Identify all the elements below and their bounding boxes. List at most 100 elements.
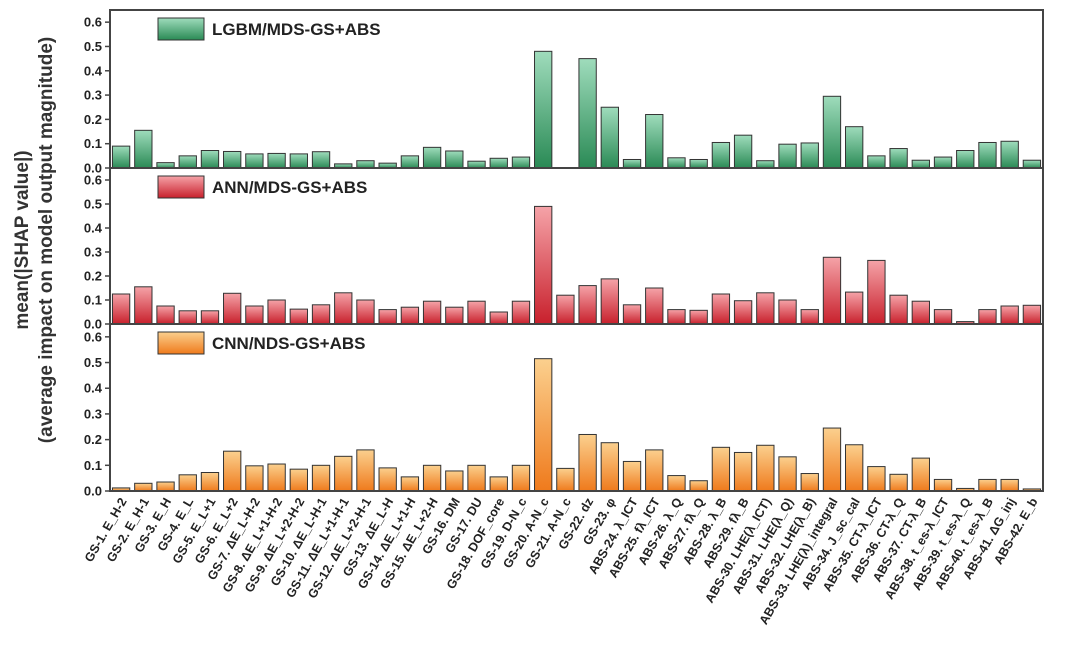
- bar-3-28: [711, 446, 731, 492]
- bar-2-34: [845, 291, 864, 325]
- bar-2-3: [156, 305, 175, 325]
- bar-3-18: [489, 476, 508, 492]
- bar-3-12: [356, 449, 375, 492]
- bar-3-7: [245, 465, 264, 492]
- bar-3-14: [400, 476, 420, 492]
- y-axis-label-line2: (average impact on model output magnitud…: [36, 37, 57, 443]
- y-tick-label: 0.5: [84, 197, 102, 212]
- legend-swatch-1: [157, 17, 205, 41]
- bar-2-18: [489, 311, 508, 325]
- bar-2-27: [689, 309, 708, 325]
- y-tick-label: 0.4: [84, 63, 103, 78]
- bar-3-30: [756, 444, 775, 492]
- y-tick-label: 0.5: [84, 355, 102, 370]
- bar-2-4: [178, 310, 197, 325]
- bar-1-38: [933, 156, 953, 169]
- bar-1-5: [200, 150, 220, 169]
- bar-3-2: [134, 482, 153, 492]
- bar-1-33: [822, 95, 842, 169]
- bar-2-6: [223, 292, 242, 325]
- bar-2-1: [111, 293, 131, 325]
- panel-frame-3: [109, 323, 1044, 492]
- bar-3-26: [667, 475, 686, 492]
- bar-2-42: [1022, 304, 1042, 325]
- bar-2-13: [378, 309, 397, 325]
- bar-1-30: [756, 160, 775, 169]
- bar-1-20: [534, 50, 553, 169]
- bar-2-22: [578, 285, 597, 325]
- bar-1-16: [445, 150, 464, 169]
- bar-1-17: [467, 160, 486, 169]
- bar-3-33: [822, 427, 842, 492]
- bar-3-5: [200, 472, 220, 492]
- bar-3-34: [845, 444, 864, 492]
- bar-2-12: [356, 299, 375, 325]
- bar-1-26: [667, 157, 686, 169]
- bar-1-23: [600, 106, 619, 169]
- bar-1-27: [689, 158, 708, 169]
- bar-2-16: [445, 306, 464, 325]
- bar-3-31: [778, 456, 797, 492]
- bar-3-20: [534, 358, 553, 492]
- y-tick-label: 0.3: [84, 406, 102, 421]
- bar-2-35: [867, 259, 886, 325]
- bar-1-24: [622, 158, 642, 169]
- bar-2-41: [1000, 305, 1019, 325]
- y-tick-label: 0.1: [84, 293, 102, 308]
- bar-3-4: [178, 474, 197, 492]
- bar-3-37: [911, 457, 930, 492]
- bar-2-9: [289, 308, 308, 325]
- bar-2-37: [911, 300, 930, 325]
- y-tick-label: 0.1: [84, 458, 102, 473]
- bar-2-14: [400, 306, 420, 325]
- bar-3-22: [578, 433, 597, 492]
- y-tick-label: 0.1: [84, 136, 102, 151]
- bar-2-8: [267, 299, 286, 325]
- bar-3-9: [289, 468, 308, 492]
- bar-2-25: [645, 287, 664, 325]
- bar-1-10: [311, 151, 331, 169]
- bar-2-20: [534, 205, 553, 325]
- bar-1-18: [489, 157, 508, 169]
- y-tick-label: 0.4: [84, 221, 103, 236]
- bar-1-12: [356, 160, 375, 169]
- y-tick-label: 0.5: [84, 39, 102, 54]
- x-category-labels: GS-1. E_H-2GS-2. E_H-1GS-3. E_HGS-4. E_L…: [82, 495, 1041, 627]
- bar-2-21: [556, 294, 575, 325]
- legend-label-1: LGBM/MDS-GS+ABS: [212, 20, 381, 39]
- bar-1-34: [845, 126, 864, 169]
- bar-3-40: [978, 478, 997, 492]
- bar-3-21: [556, 467, 575, 492]
- bar-3-25: [645, 449, 664, 492]
- bar-1-9: [289, 153, 308, 169]
- legend-swatch-2: [157, 175, 205, 199]
- bar-1-22: [578, 58, 597, 169]
- y-tick-label: 0.6: [84, 15, 102, 30]
- y-tick-label: 0.3: [84, 88, 102, 103]
- bar-3-11: [334, 455, 353, 492]
- y-tick-label: 0.6: [84, 173, 102, 188]
- panel-1: 0.0 0.1 0.2 0.3 0.4 0.5 0.6 LGBM/MDS-GS+ABS: [84, 9, 1044, 176]
- bar-2-40: [978, 309, 997, 325]
- bar-1-31: [778, 143, 797, 169]
- bar-2-32: [800, 309, 819, 325]
- bar-1-36: [889, 148, 908, 169]
- bar-2-29: [733, 300, 753, 325]
- bar-3-29: [733, 451, 753, 492]
- bar-1-37: [911, 159, 930, 169]
- bar-1-28: [711, 141, 731, 169]
- y-tick-label: 0.3: [84, 245, 102, 260]
- bar-1-39: [956, 150, 975, 169]
- bar-2-11: [334, 292, 353, 325]
- bar-3-32: [800, 473, 819, 492]
- bar-1-2: [134, 129, 153, 169]
- bar-2-7: [245, 305, 264, 325]
- bar-3-8: [267, 463, 286, 492]
- bar-2-5: [200, 310, 220, 325]
- y-axis-label-line1: mean(|SHAP value|): [12, 150, 33, 329]
- bar-2-38: [933, 309, 953, 325]
- bar-2-28: [711, 293, 731, 325]
- legend-swatch-3: [157, 331, 205, 355]
- bar-1-4: [178, 155, 197, 169]
